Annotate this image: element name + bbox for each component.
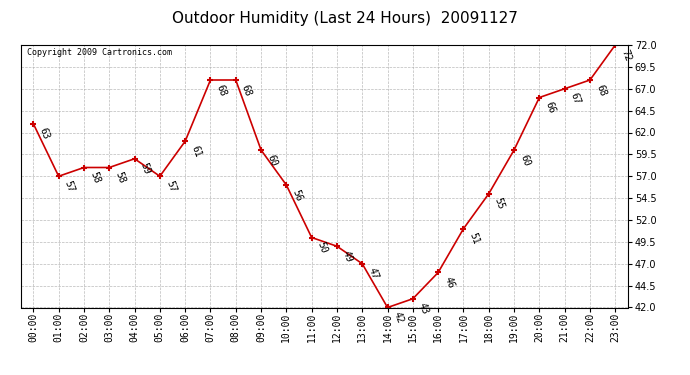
Text: 49: 49 xyxy=(341,249,355,264)
Text: 61: 61 xyxy=(189,144,203,159)
Text: 56: 56 xyxy=(290,188,304,202)
Text: 68: 68 xyxy=(594,83,607,97)
Text: 50: 50 xyxy=(316,240,329,255)
Text: 51: 51 xyxy=(468,231,481,246)
Text: 42: 42 xyxy=(392,310,405,325)
Text: 43: 43 xyxy=(417,302,431,316)
Text: 57: 57 xyxy=(164,179,177,194)
Text: 46: 46 xyxy=(442,275,455,290)
Text: 58: 58 xyxy=(88,170,101,185)
Text: 72: 72 xyxy=(620,48,633,62)
Text: 57: 57 xyxy=(63,179,76,194)
Text: 68: 68 xyxy=(240,83,253,97)
Text: 63: 63 xyxy=(37,126,51,141)
Text: 55: 55 xyxy=(493,196,506,211)
Text: Copyright 2009 Cartronics.com: Copyright 2009 Cartronics.com xyxy=(27,48,172,57)
Text: 60: 60 xyxy=(265,153,279,167)
Text: Outdoor Humidity (Last 24 Hours)  20091127: Outdoor Humidity (Last 24 Hours) 2009112… xyxy=(172,11,518,26)
Text: 67: 67 xyxy=(569,92,582,106)
Text: 59: 59 xyxy=(139,162,152,176)
Text: 58: 58 xyxy=(113,170,127,185)
Text: 60: 60 xyxy=(518,153,531,167)
Text: 66: 66 xyxy=(544,100,557,115)
Text: 47: 47 xyxy=(366,267,380,281)
Text: 68: 68 xyxy=(215,83,228,97)
